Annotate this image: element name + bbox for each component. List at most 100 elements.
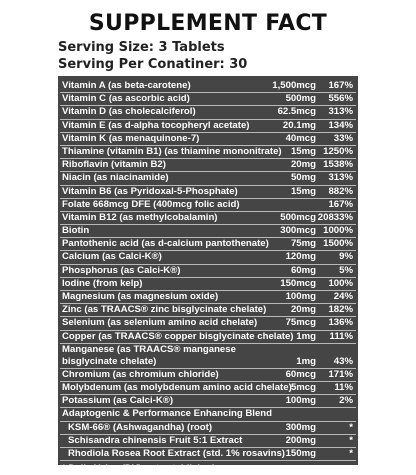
- nutrient-name: Thiamine (vitamin B1) (as thiamine monon…: [62, 145, 282, 157]
- nutrient-amount: 300mg: [285, 421, 316, 433]
- daily-value: 134%: [328, 119, 353, 131]
- nutrient-amount: 20mg: [290, 304, 316, 316]
- table-row: Vitamin D (as cholecalciferol) 62.5mcg 313…: [60, 106, 356, 120]
- table-row: Riboflavin (vitamin B2) 20mg 1538%: [60, 159, 356, 173]
- daily-value: 1250%: [323, 145, 353, 157]
- nutrient-name: Copper (as TRAACS® copper bisglycinate c…: [62, 330, 294, 342]
- nutrient-name: Vitamin A (as beta-carotene): [62, 80, 191, 91]
- nutrient-amount: 200mg: [285, 434, 316, 446]
- nutrient-amount: 1mg: [296, 355, 316, 367]
- daily-value: 171%: [328, 368, 353, 380]
- daily-value: 313%: [328, 172, 353, 184]
- servings-per-container: Serving Per Conatiner: 30: [58, 57, 248, 72]
- nutrient-name: Potassium (as Calci-K®): [62, 395, 174, 407]
- daily-value: 1000%: [323, 225, 353, 237]
- daily-value: 24%: [333, 291, 353, 302]
- nutrient-name: Calcium (as Calci-K®): [62, 251, 162, 263]
- table-row: Iodine (from kelp) 150mcg 100%: [60, 278, 356, 291]
- table-row: Rhodiola Rosea Root Extract (std. 1% ros…: [60, 447, 356, 462]
- daily-value: 167%: [328, 80, 353, 91]
- nutrient-name: Niacin (as niacinamide): [62, 172, 169, 184]
- table-row: Vitamin E (as d-alpha tocopheryl acetate…: [60, 120, 356, 133]
- nutrient-name: Pantothenic acid (as d-calcium pantothen…: [62, 238, 269, 250]
- daily-value: 1500%: [323, 238, 353, 250]
- nutrient-amount: 62.5mcg: [277, 106, 316, 118]
- nutrient-amount: 60mg: [290, 264, 316, 276]
- table-row: Vitamin B12 (as methylcobalamin) 500mcg 20…: [60, 211, 356, 226]
- table-row: KSM-66® (Ashwagandha) (root) 300mg *: [60, 422, 356, 435]
- nutrient-amount: 15mg: [290, 145, 316, 157]
- nutrient-amount: 500mcg: [280, 211, 316, 223]
- table-row: Vitamin B6 (as Pyridoxal-5-Phosphate) 15m…: [60, 186, 356, 199]
- table-row: Vitamin C (as ascorbic acid) 500mg 556%: [60, 93, 356, 107]
- table-row: Vitamin K (as menaquinone-7) 40mcg 33%: [60, 133, 356, 146]
- nutrient-amount: 100mg: [285, 395, 316, 407]
- nutrient-name: Vitamin E (as d-alpha tocopheryl acetate…: [62, 119, 250, 131]
- nutrient-amount: 150mcg: [280, 277, 316, 289]
- table-row: Copper (as TRAACS® copper bisglycinate c…: [60, 331, 356, 344]
- nutrient-amount: 75mg: [290, 238, 316, 250]
- table-row: Folate 668mcg DFE (400mcg folic acid) 167…: [60, 199, 356, 212]
- nutrient-amount: 20.1mg: [282, 119, 316, 131]
- nutrient-name: Vitamin D (as cholecalciferol): [62, 106, 196, 118]
- daily-value: 11%: [334, 381, 353, 393]
- nutrient-name: Riboflavin (vitamin B2): [62, 159, 166, 171]
- nutrient-amount: 1,500mcg: [272, 80, 316, 91]
- daily-value: 1538%: [323, 159, 353, 171]
- serving-size: Serving Size: 3 Tablets: [58, 40, 225, 55]
- table-row: Potassium (as Calci-K®) 100mg 2%: [60, 395, 356, 409]
- nutrient-name: Folate 668mcg DFE (400mcg folic acid): [62, 198, 240, 210]
- daily-value: 136%: [328, 317, 353, 329]
- facts-panel: Vitamin A (as beta-carotene) 1,500mcg 167%…: [58, 76, 358, 474]
- nutrient-name: Magnesium (as magnesium oxide): [62, 291, 219, 302]
- nutrient-name: Vitamin K (as menaquinone-7): [62, 132, 200, 144]
- daily-value: 9%: [339, 251, 353, 263]
- daily-value: 20833%: [317, 211, 353, 223]
- daily-value: 111%: [329, 330, 353, 342]
- table-row: Thiamine (vitamin B1) (as thiamine monon…: [60, 145, 356, 160]
- table-row: Schisandra chinensis Fruit 5:1 Extract 20…: [60, 435, 356, 448]
- daily-value: 556%: [328, 93, 353, 105]
- table-row: Phosphorus (as Calci-K®) 60mg 5%: [60, 265, 356, 278]
- nutrient-amount: 500mg: [285, 93, 316, 105]
- table-row: Molybdenum (as molybdenum amino acid che…: [60, 381, 356, 396]
- table-row: Vitamin A (as beta-carotene) 1,500mcg 167%: [60, 80, 356, 94]
- table-row: Magnesium (as magnesium oxide) 100mg 24%: [60, 291, 356, 305]
- nutrient-amount: 100mg: [285, 291, 316, 302]
- table-row: Chromium (as chromium chloride) 60mcg 171%: [60, 369, 356, 382]
- daily-value: 167%: [328, 198, 353, 210]
- nutrient-name: Rhodiola Rosea Root Extract (std. 1% ros…: [68, 447, 285, 459]
- daily-value: 2%: [339, 395, 353, 407]
- nutrient-amount: 60mcg: [285, 368, 316, 380]
- nutrient-name: Schisandra chinensis Fruit 5:1 Extract: [68, 434, 243, 446]
- nutrient-name: Iodine (from kelp): [62, 277, 143, 289]
- nutrient-amount: 1mg: [296, 330, 316, 342]
- blend-rows: KSM-66® (Ashwagandha) (root) 300mg * Schisa…: [60, 422, 356, 462]
- nutrient-amount: 120mg: [285, 251, 316, 263]
- nutrient-amount: 50mg: [290, 172, 316, 184]
- daily-value: *: [349, 447, 353, 459]
- daily-value: 182%: [328, 304, 353, 316]
- table-row: Selenium (as selenium amino acid chelate…: [60, 317, 356, 331]
- nutrient-name: Vitamin B6 (as Pyridoxal-5-Phosphate): [62, 185, 238, 197]
- daily-value: 313%: [328, 106, 353, 118]
- table-row: Manganese (as TRAACS® manganese bisglyci…: [60, 344, 356, 369]
- nutrient-name: Zinc (as TRAACS® zinc bisglycinate chela…: [62, 304, 267, 316]
- nutrient-rows: Vitamin A (as beta-carotene) 1,500mcg 167%…: [60, 80, 356, 409]
- nutrient-amount: 300mcg: [280, 225, 316, 237]
- nutrient-name: Vitamin B12 (as methylcobalamin): [62, 211, 218, 223]
- table-row: Niacin (as niacinamide) 50mg 313%: [60, 172, 356, 186]
- daily-value: *: [349, 434, 353, 446]
- table-row: Zinc (as TRAACS® zinc bisglycinate chela…: [60, 304, 356, 318]
- daily-value: 100%: [328, 277, 353, 289]
- daily-value: *: [349, 421, 353, 433]
- nutrient-name: Vitamin C (as ascorbic acid): [62, 93, 190, 105]
- nutrient-name: Chromium (as chromium chloride): [62, 368, 219, 380]
- daily-value: 5%: [339, 264, 353, 276]
- nutrient-name: Manganese (as TRAACS® manganese bisglyci…: [62, 343, 236, 367]
- nutrient-name: Selenium (as selenium amino acid chelate…: [62, 317, 258, 329]
- daily-value: 882%: [328, 185, 353, 197]
- daily-value: 43%: [333, 355, 353, 367]
- page-title: SUPPLEMENT FACT: [88, 11, 328, 36]
